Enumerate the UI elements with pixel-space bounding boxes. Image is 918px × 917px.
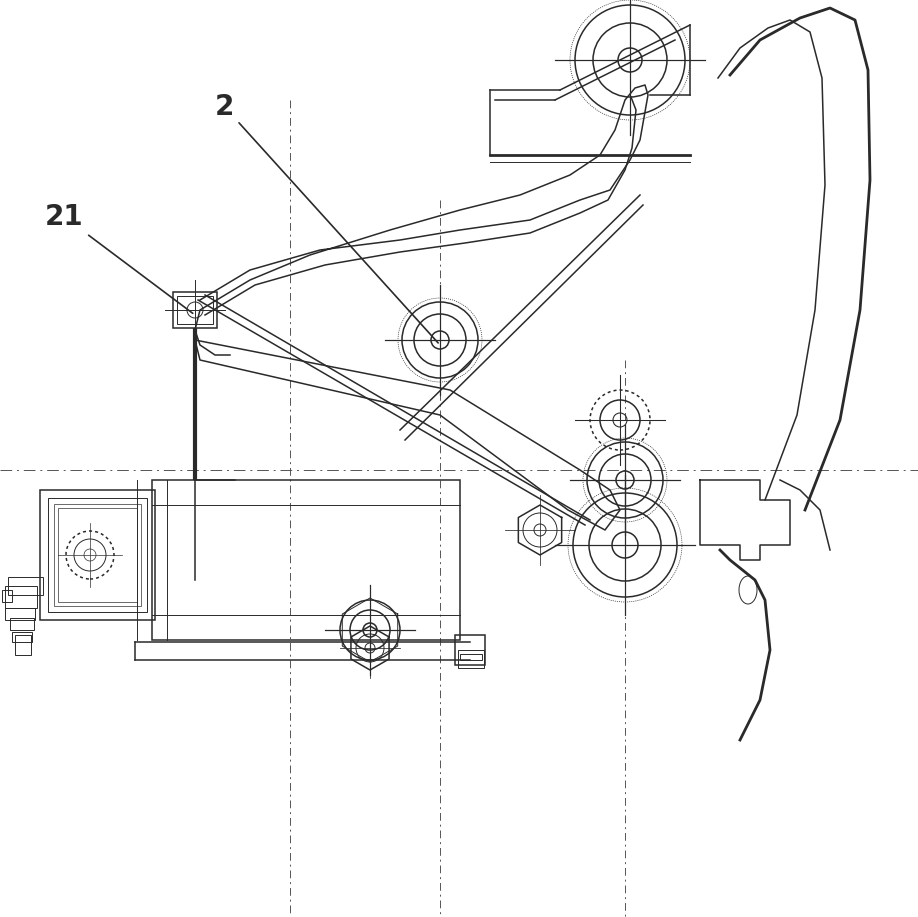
Bar	[177, 296, 213, 324]
Bar	[455, 635, 485, 665]
Bar	[48, 498, 147, 612]
Bar	[40, 490, 155, 620]
Bar	[58, 508, 137, 602]
Bar	[8, 577, 43, 595]
Bar	[458, 650, 484, 668]
Bar	[5, 608, 35, 620]
Text: 21: 21	[45, 203, 193, 314]
Bar	[2, 590, 12, 602]
Bar	[5, 586, 37, 608]
Bar	[12, 632, 32, 642]
Bar	[460, 654, 482, 660]
Bar	[15, 635, 31, 655]
Bar	[54, 504, 141, 606]
Bar	[173, 292, 217, 328]
Text: 2: 2	[215, 93, 438, 343]
Bar	[152, 480, 460, 640]
Bar	[10, 618, 34, 630]
